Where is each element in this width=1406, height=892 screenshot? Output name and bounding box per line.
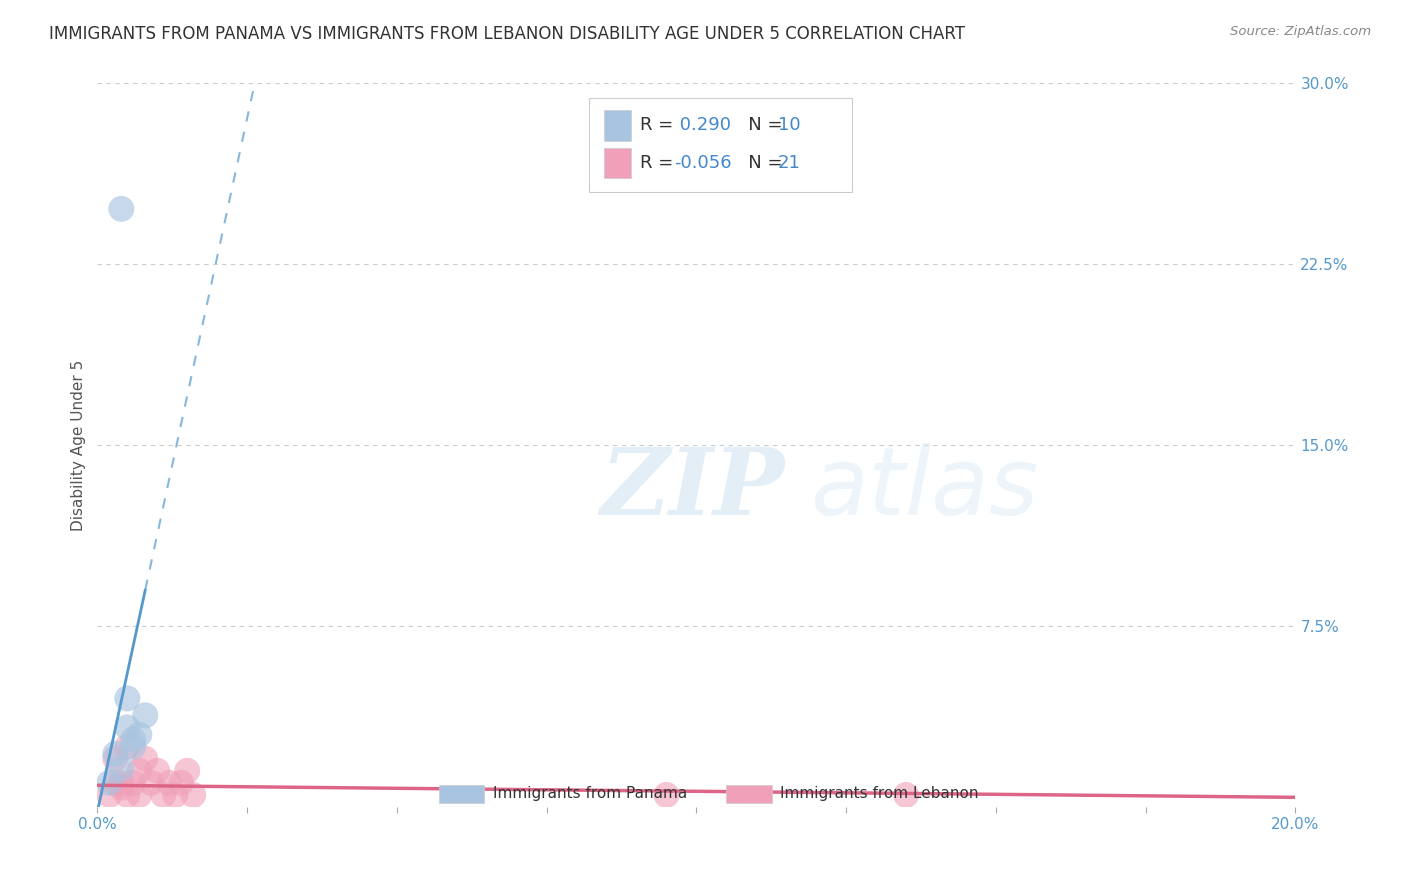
- FancyBboxPatch shape: [589, 98, 852, 192]
- Text: 10: 10: [778, 116, 800, 135]
- Text: Immigrants from Lebanon: Immigrants from Lebanon: [780, 787, 979, 801]
- Point: [110, 780, 132, 795]
- Point: [152, 788, 174, 802]
- FancyBboxPatch shape: [605, 111, 630, 141]
- Point: [141, 776, 163, 790]
- Point: [134, 708, 156, 723]
- Text: Source: ZipAtlas.com: Source: ZipAtlas.com: [1230, 25, 1371, 38]
- Point: [117, 739, 139, 754]
- Point: [110, 776, 132, 790]
- Text: 0.290: 0.290: [673, 116, 731, 135]
- Point: [134, 752, 156, 766]
- Point: [176, 764, 198, 778]
- Point: [128, 764, 150, 778]
- Text: 21: 21: [778, 154, 801, 172]
- Point: [104, 752, 127, 766]
- Text: ZIP: ZIP: [600, 443, 785, 533]
- Point: [894, 788, 917, 802]
- Text: IMMIGRANTS FROM PANAMA VS IMMIGRANTS FROM LEBANON DISABILITY AGE UNDER 5 CORRELA: IMMIGRANTS FROM PANAMA VS IMMIGRANTS FRO…: [49, 25, 965, 43]
- Point: [122, 732, 145, 747]
- Point: [157, 776, 180, 790]
- Point: [98, 776, 121, 790]
- Point: [146, 764, 169, 778]
- Text: Immigrants from Panama: Immigrants from Panama: [492, 787, 688, 801]
- Point: [104, 776, 127, 790]
- Point: [165, 788, 187, 802]
- Point: [181, 788, 204, 802]
- Text: R =: R =: [640, 116, 679, 135]
- Point: [655, 788, 678, 802]
- Point: [110, 202, 132, 216]
- Point: [104, 747, 127, 761]
- Text: -0.056: -0.056: [673, 154, 731, 172]
- Text: R =: R =: [640, 154, 679, 172]
- Point: [117, 720, 139, 734]
- Point: [128, 728, 150, 742]
- Point: [117, 788, 139, 802]
- FancyBboxPatch shape: [439, 785, 484, 803]
- FancyBboxPatch shape: [727, 785, 772, 803]
- FancyBboxPatch shape: [605, 148, 630, 178]
- Text: N =: N =: [731, 154, 789, 172]
- Point: [110, 761, 132, 775]
- Text: N =: N =: [731, 116, 789, 135]
- Point: [122, 739, 145, 754]
- Point: [98, 788, 121, 802]
- Point: [117, 691, 139, 706]
- Y-axis label: Disability Age Under 5: Disability Age Under 5: [72, 359, 86, 531]
- Point: [128, 788, 150, 802]
- Text: atlas: atlas: [810, 443, 1039, 534]
- Point: [122, 776, 145, 790]
- Point: [170, 776, 193, 790]
